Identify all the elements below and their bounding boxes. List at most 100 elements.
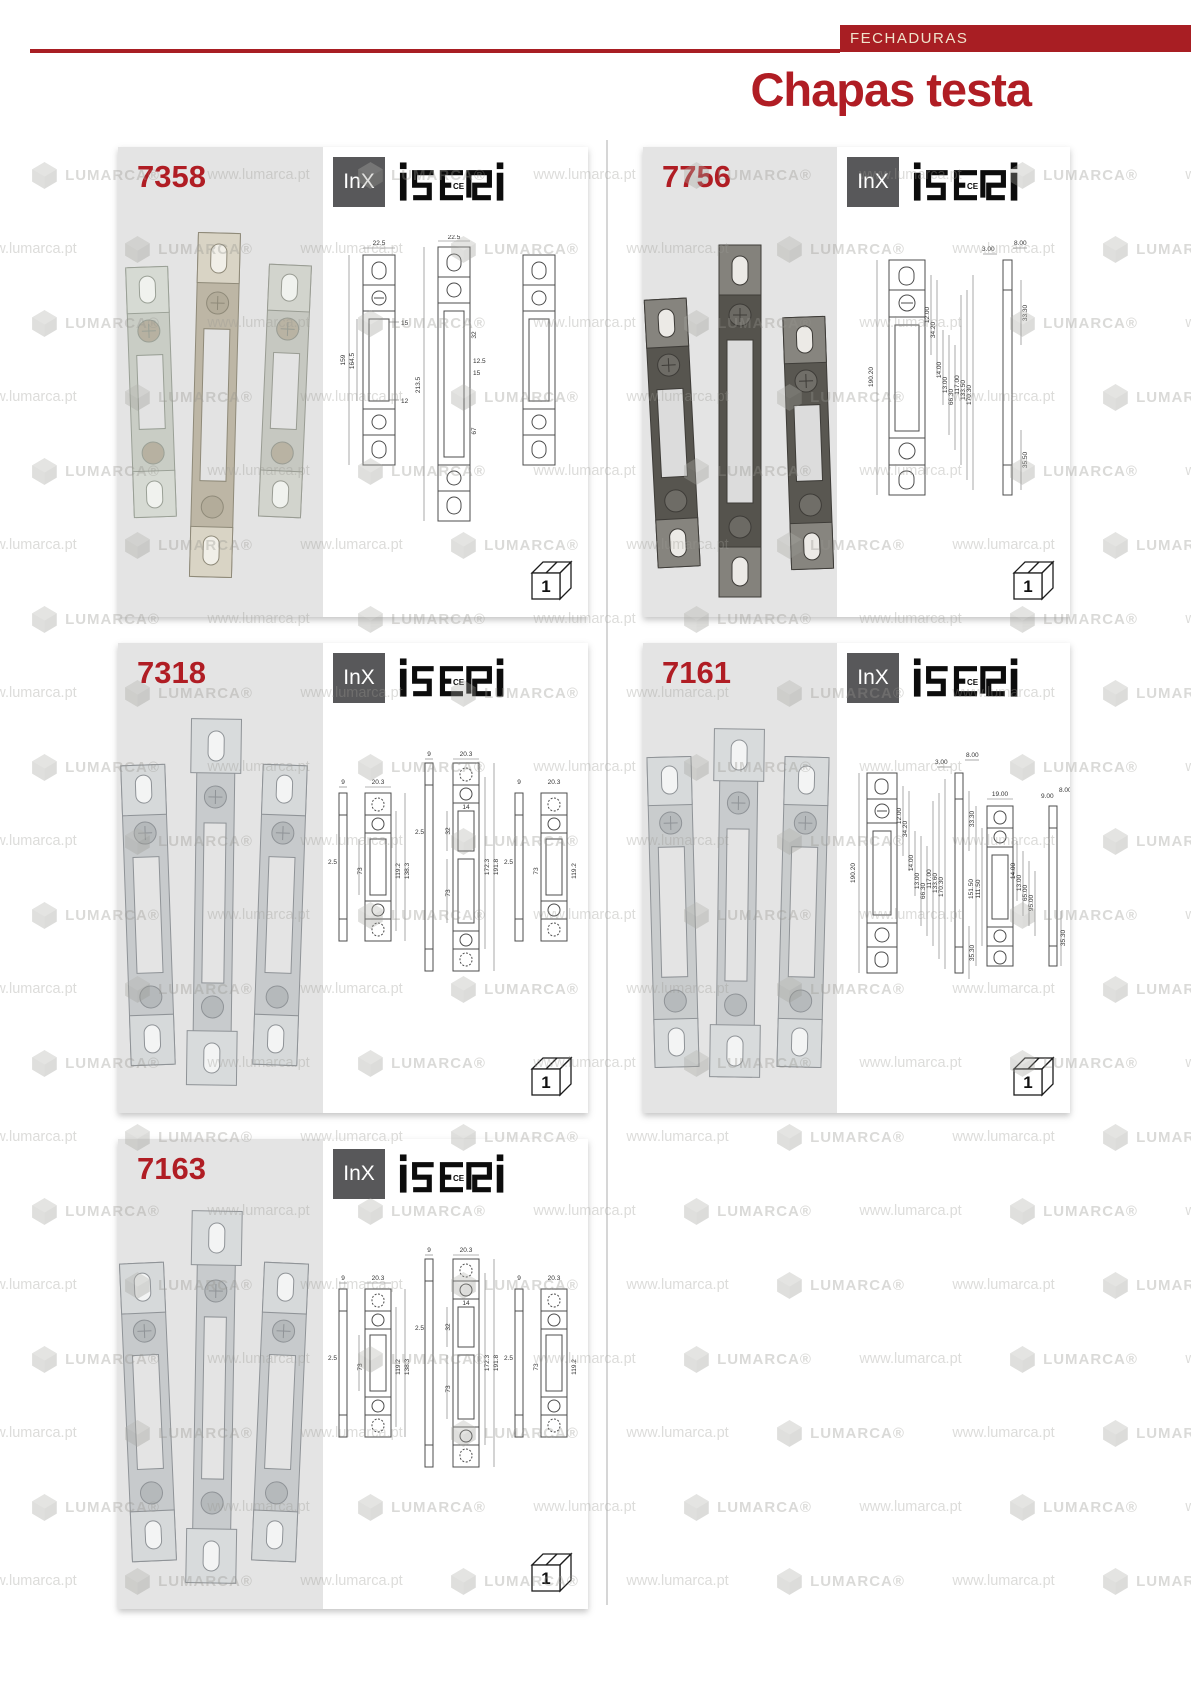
svg-text:2.5: 2.5 xyxy=(415,1325,424,1332)
watermark-url: www.lumarca.pt xyxy=(1185,907,1191,923)
svg-text:117.00: 117.00 xyxy=(954,375,961,395)
lumarca-hexagon-icon xyxy=(684,1345,709,1373)
iseo-logo: CE xyxy=(399,658,504,697)
svg-text:133.50: 133.50 xyxy=(960,380,967,400)
svg-text:35.30: 35.30 xyxy=(1060,929,1067,946)
lumarca-hexagon-icon xyxy=(32,1345,57,1373)
lumarca-hexagon-icon xyxy=(1103,383,1128,411)
technical-panel: InX CE xyxy=(323,1139,588,1609)
lumarca-hexagon-icon xyxy=(1010,1493,1035,1521)
svg-text:73: 73 xyxy=(445,889,452,897)
pack-qty: 1 xyxy=(541,577,550,596)
watermark-brand: LUMARCA® xyxy=(992,1345,1155,1374)
svg-text:9: 9 xyxy=(427,751,431,758)
lumarca-hexagon-icon xyxy=(32,901,57,929)
photo-panel: 7161 xyxy=(643,643,837,1113)
svg-text:14: 14 xyxy=(462,1300,470,1307)
lumarca-hexagon-icon xyxy=(777,1419,802,1447)
watermark-brand: LUMARCA® xyxy=(1085,827,1191,856)
svg-text:22.5: 22.5 xyxy=(448,235,461,241)
pack-qty-icon: 1 xyxy=(530,1552,573,1593)
svg-text:67: 67 xyxy=(471,427,478,435)
svg-text:133.60: 133.60 xyxy=(932,873,939,893)
ce-mark: CE xyxy=(453,1174,465,1183)
pack-qty-icon: 1 xyxy=(530,560,573,601)
lumarca-hexagon-icon xyxy=(1010,1345,1035,1373)
svg-text:111.50: 111.50 xyxy=(975,879,982,898)
product-code: 7163 xyxy=(137,1151,206,1186)
svg-text:20.3: 20.3 xyxy=(460,751,473,758)
watermark-url: www.lumarca.pt xyxy=(952,1129,1055,1145)
svg-text:95.00: 95.00 xyxy=(1028,894,1035,911)
column-divider-line xyxy=(606,140,608,1605)
watermark-url: www.lumarca.pt xyxy=(1185,759,1191,775)
svg-text:151.50: 151.50 xyxy=(968,879,975,899)
svg-text:35.50: 35.50 xyxy=(1022,451,1029,468)
inx-logo: InX xyxy=(847,157,899,207)
watermark-brand: LUMARCA® xyxy=(1085,383,1191,412)
product-card-7756: 7756 xyxy=(643,147,1070,617)
inx-logo: InX xyxy=(333,653,385,703)
technical-drawing: 190.20 12.00 34.20 14.00 13.00 66.30 117… xyxy=(850,752,1070,979)
svg-text:35.30: 35.30 xyxy=(969,944,976,961)
svg-text:9: 9 xyxy=(341,779,345,786)
lumarca-hexagon-icon xyxy=(32,1197,57,1225)
lumarca-hexagon-icon xyxy=(1103,235,1128,263)
inx-logo-text: InX xyxy=(857,666,889,689)
watermark-url: www.lumarca.pt xyxy=(859,1351,962,1367)
svg-text:170.30: 170.30 xyxy=(966,385,973,405)
svg-text:119.2: 119.2 xyxy=(571,1359,578,1375)
inx-logo: InX xyxy=(847,653,899,703)
product-code: 7756 xyxy=(662,159,731,194)
svg-text:3.00: 3.00 xyxy=(982,246,995,253)
svg-text:14.00: 14.00 xyxy=(908,854,915,871)
svg-text:73: 73 xyxy=(533,867,540,875)
pack-qty: 1 xyxy=(541,1569,550,1588)
inx-logo-text: InX xyxy=(857,170,889,193)
technical-drawing: 9 20.3 2.5 73 119.2 138.3 9 20.3 14 2.5 … xyxy=(328,751,578,972)
pack-qty: 1 xyxy=(1023,1073,1032,1092)
watermark-url: www.lumarca.pt xyxy=(0,685,77,701)
svg-text:164.5: 164.5 xyxy=(349,352,356,369)
svg-text:65.00: 65.00 xyxy=(1022,884,1029,901)
watermark-url: www.lumarca.pt xyxy=(0,1129,77,1145)
lumarca-hexagon-icon xyxy=(32,1493,57,1521)
ce-mark: CE xyxy=(967,182,979,191)
watermark-url: www.lumarca.pt xyxy=(952,1277,1055,1293)
inx-logo-text: InX xyxy=(343,1162,375,1185)
svg-text:9: 9 xyxy=(427,1247,431,1254)
watermark-brand: LUMARCA® xyxy=(666,1493,829,1522)
svg-text:3.00: 3.00 xyxy=(935,759,948,766)
svg-text:19.00: 19.00 xyxy=(992,791,1009,798)
lumarca-hexagon-icon xyxy=(777,1271,802,1299)
watermark-brand: LUMARCA® xyxy=(1085,1419,1191,1448)
svg-text:15: 15 xyxy=(401,320,409,327)
iseo-logo: CE xyxy=(913,658,1018,697)
svg-text:170.30: 170.30 xyxy=(938,877,945,897)
svg-text:190.20: 190.20 xyxy=(850,863,857,883)
lumarca-hexagon-icon xyxy=(1010,1197,1035,1225)
watermark-url: www.lumarca.pt xyxy=(0,981,77,997)
svg-text:2.5: 2.5 xyxy=(328,859,337,866)
svg-text:13.00: 13.00 xyxy=(1016,874,1023,891)
product-card-7318: 7318 xyxy=(118,643,588,1113)
svg-text:159: 159 xyxy=(340,354,347,365)
lumarca-hexagon-icon xyxy=(1103,1271,1128,1299)
product-card-7358: 7358 xyxy=(118,147,588,617)
svg-text:13.00: 13.00 xyxy=(914,872,921,889)
svg-text:191.8: 191.8 xyxy=(493,1354,500,1371)
pack-qty: 1 xyxy=(541,1073,550,1092)
watermark-url: www.lumarca.pt xyxy=(626,1425,729,1441)
svg-text:73: 73 xyxy=(445,1385,452,1393)
svg-text:32: 32 xyxy=(445,827,452,835)
product-code: 7161 xyxy=(662,655,731,690)
technical-drawing: 22.5 159 164.5 15 12 22.5 213.5 32 12.5 … xyxy=(340,235,556,522)
svg-text:12.00: 12.00 xyxy=(896,807,903,824)
watermark-brand: LUMARCA® xyxy=(992,1197,1155,1226)
svg-text:119.2: 119.2 xyxy=(571,863,578,879)
svg-text:172.3: 172.3 xyxy=(484,1354,491,1371)
lumarca-hexagon-icon xyxy=(777,1567,802,1595)
iseo-logo: CE xyxy=(913,162,1018,201)
inx-logo: InX xyxy=(333,157,385,207)
